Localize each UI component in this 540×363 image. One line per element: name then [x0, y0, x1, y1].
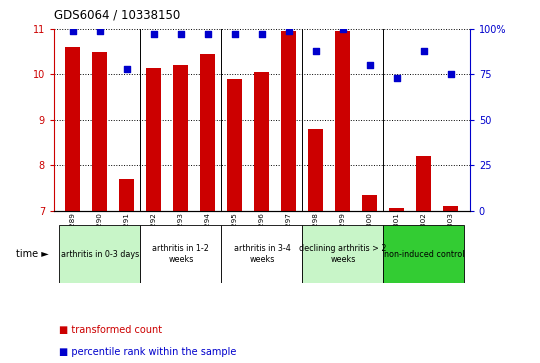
- Point: [258, 32, 266, 37]
- Text: arthritis in 1-2
weeks: arthritis in 1-2 weeks: [152, 244, 210, 264]
- Bar: [92, 52, 107, 211]
- Point: [231, 32, 239, 37]
- Bar: [146, 68, 161, 211]
- Bar: [335, 31, 350, 211]
- Bar: [416, 156, 431, 211]
- Bar: [383, 225, 464, 283]
- Point: [420, 48, 428, 54]
- Text: arthritis in 0-3 days: arthritis in 0-3 days: [61, 250, 139, 258]
- Bar: [59, 225, 140, 283]
- Bar: [308, 129, 323, 211]
- Point: [96, 28, 104, 34]
- Point: [150, 32, 158, 37]
- Text: non-induced control: non-induced control: [383, 250, 464, 258]
- Point: [339, 26, 347, 32]
- Bar: [227, 79, 242, 211]
- Bar: [254, 72, 269, 211]
- Point: [123, 66, 131, 72]
- Bar: [281, 31, 296, 211]
- Bar: [140, 225, 221, 283]
- Bar: [200, 54, 215, 211]
- Bar: [389, 208, 404, 211]
- Bar: [65, 47, 80, 211]
- Text: ■ percentile rank within the sample: ■ percentile rank within the sample: [59, 347, 237, 357]
- Point: [204, 32, 212, 37]
- Point: [177, 32, 185, 37]
- Bar: [443, 206, 458, 211]
- Text: GDS6064 / 10338150: GDS6064 / 10338150: [54, 9, 180, 22]
- Bar: [173, 65, 188, 211]
- Bar: [362, 195, 377, 211]
- Text: time ►: time ►: [16, 249, 49, 259]
- Text: ■ transformed count: ■ transformed count: [59, 325, 163, 335]
- Bar: [221, 225, 302, 283]
- Point: [285, 28, 293, 34]
- Point: [312, 48, 320, 54]
- Bar: [119, 179, 134, 211]
- Point: [393, 75, 401, 81]
- Point: [366, 62, 374, 68]
- Point: [69, 28, 77, 34]
- Text: declining arthritis > 2
weeks: declining arthritis > 2 weeks: [299, 244, 387, 264]
- Point: [447, 72, 455, 77]
- Text: arthritis in 3-4
weeks: arthritis in 3-4 weeks: [233, 244, 291, 264]
- Bar: [302, 225, 383, 283]
